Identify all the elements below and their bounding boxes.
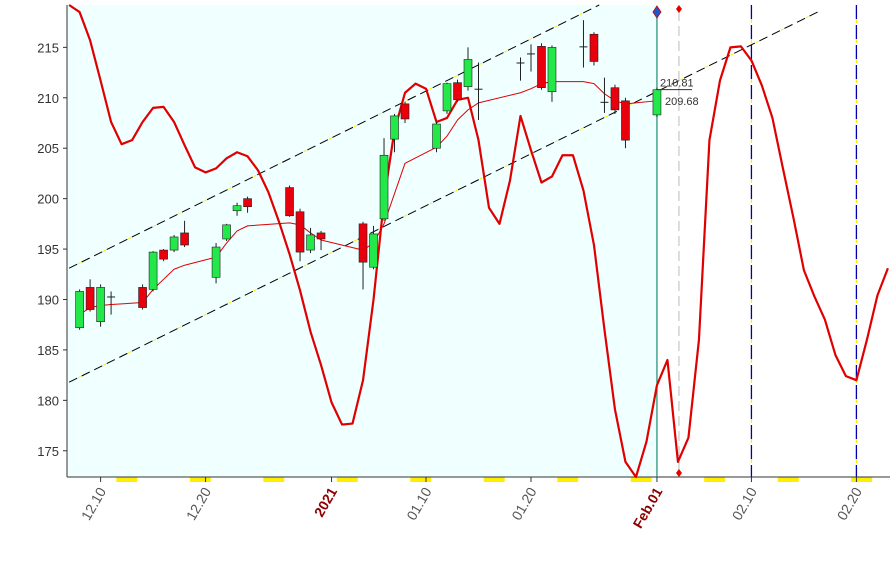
candle-body [243, 198, 252, 208]
weekend-marker [704, 477, 726, 482]
channel-line [68, 4, 600, 269]
y-tick-label: 200 [37, 192, 59, 207]
candle-body [432, 123, 441, 149]
candle-body [232, 205, 242, 212]
candle-body [442, 83, 452, 112]
x-tick-label: 01.20 [508, 484, 539, 523]
y-tick-label: 215 [37, 40, 59, 55]
weekend-marker [263, 477, 285, 482]
current-marker [652, 5, 662, 19]
candle-body [537, 46, 546, 89]
candle-body [652, 89, 662, 116]
candle-body [96, 287, 105, 322]
candle-body [295, 211, 305, 253]
y-tick-label: 190 [37, 292, 59, 307]
candle-body [526, 53, 535, 55]
candle-body [306, 234, 315, 251]
weekend-marker [116, 477, 138, 482]
candle-body [211, 246, 221, 278]
candle-body [222, 224, 231, 240]
candle-body [579, 46, 588, 48]
candle-body [180, 232, 189, 246]
candle-body [379, 154, 389, 220]
weekend-marker [777, 477, 799, 482]
candle-body [589, 33, 599, 62]
candle-body [358, 223, 368, 263]
weekend-marker [189, 477, 211, 482]
weekend-marker [410, 477, 432, 482]
candle-body [148, 251, 158, 290]
candle-body [369, 233, 378, 268]
price-label: 209.68 [665, 96, 699, 108]
candle-body [138, 287, 147, 308]
candle-body [400, 103, 410, 120]
y-tick-label: 180 [37, 393, 59, 408]
weekend-marker [483, 477, 505, 482]
cycle-line [68, 4, 889, 479]
candle-body [610, 87, 620, 111]
forward-marker [675, 469, 682, 477]
candle-body [547, 47, 557, 93]
x-tick-label: 01.10 [403, 484, 434, 523]
price-label: 210.81 [660, 78, 694, 90]
x-tick-label: 12.20 [183, 484, 214, 523]
forward-marker [675, 5, 682, 13]
candle-body [621, 100, 630, 141]
y-tick-label: 195 [37, 242, 59, 257]
candle-body [169, 236, 179, 251]
weekend-marker [336, 477, 358, 482]
weekend-marker [630, 477, 652, 482]
x-tick-label: 02.20 [834, 484, 865, 523]
candle-body [85, 287, 95, 310]
candle-body [600, 101, 609, 103]
y-tick-label: 175 [37, 444, 59, 459]
weekend-marker [851, 477, 873, 482]
y-tick-label: 185 [37, 343, 59, 358]
candle-body [474, 88, 483, 90]
x-tick-label: 02.10 [729, 484, 760, 523]
candle-body [390, 115, 399, 140]
candle-body [107, 296, 116, 298]
candle-body [516, 62, 525, 64]
y-tick-label: 210 [37, 91, 59, 106]
x-tick-label: Feb.01 [630, 484, 666, 531]
weekend-marker [557, 477, 579, 482]
x-tick-label: 12.10 [78, 484, 109, 523]
candle-body [463, 59, 473, 87]
candle-body [285, 187, 294, 217]
y-tick-label: 205 [37, 141, 59, 156]
candle-body [75, 291, 84, 329]
candle-body [159, 249, 168, 260]
candle-body [316, 232, 326, 240]
candle-body [453, 82, 462, 101]
x-tick-label: 2021 [311, 484, 341, 519]
